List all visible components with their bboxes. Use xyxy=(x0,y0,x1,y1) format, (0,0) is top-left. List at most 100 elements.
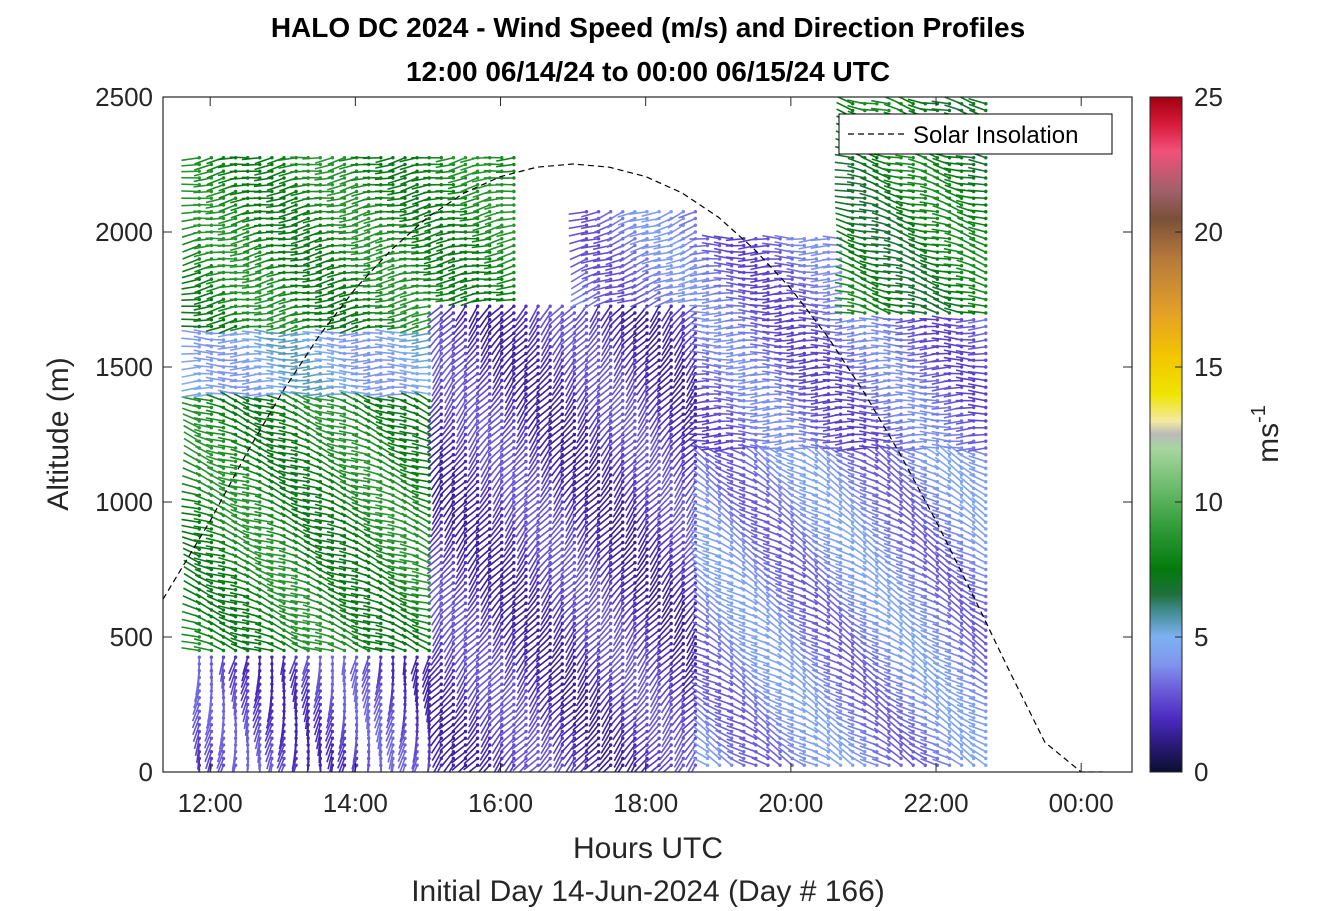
wind-barb-station xyxy=(475,628,480,632)
wind-barb xyxy=(181,318,200,321)
wind-barb-station xyxy=(318,520,322,524)
wind-barb-station xyxy=(403,297,407,302)
wind-barb-station xyxy=(330,183,335,187)
wind-barb-station xyxy=(463,338,468,342)
wind-barb xyxy=(229,619,248,625)
wind-barb xyxy=(242,238,261,246)
wind-barb-station xyxy=(233,648,238,653)
wind-barb xyxy=(374,325,393,328)
wind-barb-station xyxy=(427,365,431,369)
wind-barb-station xyxy=(463,534,468,538)
wind-barb-station xyxy=(330,358,335,362)
wind-barb-station xyxy=(475,304,480,308)
wind-barb-station xyxy=(415,189,419,194)
wind-barb-station xyxy=(282,561,286,565)
wind-barb xyxy=(267,600,285,611)
wind-barb-station xyxy=(366,601,371,605)
wind-barb-station xyxy=(366,210,371,214)
wind-barb xyxy=(483,298,502,301)
wind-barb-station xyxy=(282,432,286,437)
wind-barb-station xyxy=(258,237,262,241)
wind-barb-station xyxy=(524,662,528,666)
wind-barb-station xyxy=(233,365,238,369)
wind-barb-station xyxy=(245,621,250,626)
wind-barb xyxy=(253,525,273,530)
wind-barb xyxy=(265,711,273,729)
wind-barb xyxy=(278,285,297,289)
wind-barb xyxy=(193,645,212,652)
wind-barb xyxy=(303,244,321,253)
wind-barb-station xyxy=(330,736,335,740)
wind-barb-station xyxy=(439,547,443,551)
wind-barb xyxy=(206,177,224,186)
wind-barb xyxy=(232,690,237,709)
wind-barb-station xyxy=(463,432,468,437)
wind-barb-station xyxy=(318,507,322,511)
wind-barb-station xyxy=(209,358,214,362)
wind-barb-station xyxy=(475,716,480,720)
wind-barb-station xyxy=(366,372,371,376)
wind-barb-station xyxy=(258,169,262,173)
wind-barb xyxy=(205,376,224,382)
wind-barb-station xyxy=(245,385,250,389)
wind-barb-station xyxy=(415,446,419,450)
wind-barb xyxy=(206,641,224,652)
wind-barb-station xyxy=(258,156,262,160)
wind-barb xyxy=(193,183,212,188)
wind-barb-station xyxy=(512,756,516,761)
wind-barb-station xyxy=(391,351,395,356)
wind-barb xyxy=(229,291,248,294)
wind-barb-station xyxy=(487,365,492,369)
wind-barb xyxy=(266,157,285,165)
wind-barb xyxy=(218,610,236,618)
wind-barb xyxy=(206,595,224,604)
wind-barb-station xyxy=(487,507,492,511)
wind-barb xyxy=(279,534,297,544)
wind-barb xyxy=(231,404,249,415)
wind-barb-station xyxy=(403,547,407,551)
wind-barb-station xyxy=(258,554,262,558)
wind-barb xyxy=(266,204,285,209)
wind-barb xyxy=(230,637,248,645)
wind-barb xyxy=(229,670,237,689)
wind-barb xyxy=(399,244,418,247)
wind-barb-station xyxy=(463,297,468,302)
wind-barb-station xyxy=(342,756,347,761)
wind-barb xyxy=(217,370,236,375)
wind-barb xyxy=(229,190,248,196)
wind-barb xyxy=(207,613,224,625)
wind-barb-station xyxy=(209,648,214,653)
wind-barb xyxy=(217,476,236,483)
wind-barb xyxy=(255,445,273,456)
wind-barb-station xyxy=(439,378,443,383)
wind-barb-station xyxy=(463,284,468,288)
wind-barb-station xyxy=(391,183,395,187)
wind-barb xyxy=(182,595,200,604)
wind-barb-station xyxy=(294,486,298,491)
wind-barb xyxy=(278,565,297,571)
wind-barb xyxy=(241,512,260,517)
wind-barb xyxy=(217,352,236,356)
wind-barb-station xyxy=(439,419,443,423)
wind-barb xyxy=(203,731,213,749)
wind-barb-station xyxy=(439,473,443,477)
wind-barb-station xyxy=(342,750,347,754)
wind-barb-station xyxy=(463,608,468,612)
wind-barb xyxy=(302,517,321,524)
wind-barb-station xyxy=(197,554,201,558)
wind-barb-station xyxy=(294,351,298,356)
wind-barb-station xyxy=(318,702,322,707)
wind-barb-station xyxy=(487,628,492,632)
wind-barb-station xyxy=(463,446,468,450)
wind-barb-station xyxy=(403,756,407,761)
wind-barb-station xyxy=(197,729,201,734)
wind-barb-station xyxy=(245,669,250,673)
wind-barb-station xyxy=(282,763,286,767)
wind-barb-station xyxy=(245,223,250,227)
wind-barb-station xyxy=(512,439,516,443)
wind-barb-station xyxy=(342,412,347,416)
wind-barb-station xyxy=(487,682,492,686)
wind-barb-station xyxy=(512,284,516,288)
wind-barb-station xyxy=(258,392,262,396)
wind-barb-station xyxy=(403,426,407,430)
